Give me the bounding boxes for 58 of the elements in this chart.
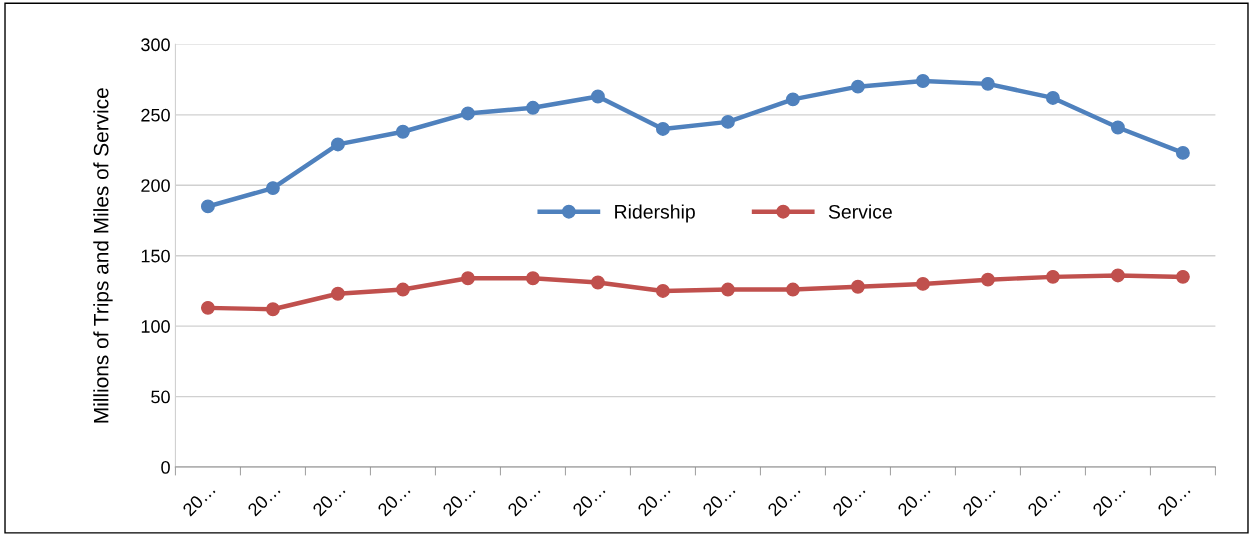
y-axis-title: Millions of Trips and Miles of Service — [93, 88, 113, 423]
point — [525, 271, 540, 286]
point — [460, 271, 475, 286]
x-tick-label: 20… — [961, 483, 996, 517]
point — [915, 276, 930, 291]
point — [785, 92, 800, 107]
point — [850, 79, 865, 94]
y-tick-label: 50 — [151, 390, 170, 404]
x-tick-label: 20… — [441, 483, 476, 517]
point — [265, 302, 280, 317]
point — [590, 275, 605, 290]
legend-label: Service — [828, 204, 892, 219]
point — [655, 121, 670, 136]
point — [525, 100, 540, 115]
point — [395, 282, 410, 297]
x-tick-label: 20… — [311, 483, 346, 517]
x-tick-label: 20… — [506, 483, 541, 517]
point — [1175, 269, 1190, 284]
point — [200, 199, 215, 214]
point — [1045, 269, 1060, 284]
point — [460, 106, 475, 121]
x-tick-label: 20… — [636, 483, 671, 517]
x-tick-label: 20… — [1026, 483, 1061, 517]
point — [655, 284, 670, 298]
point — [1110, 120, 1125, 135]
point — [590, 89, 605, 104]
y-tick-label: 150 — [141, 249, 170, 263]
point — [915, 74, 930, 88]
legend-label: Ridership — [615, 204, 695, 223]
point — [980, 272, 995, 287]
x-tick-label: 20… — [831, 483, 866, 517]
y-tick-label: 250 — [141, 108, 170, 122]
point — [200, 300, 215, 315]
point — [395, 124, 410, 139]
point — [850, 279, 865, 294]
x-tick-label: 20… — [1156, 483, 1191, 517]
x-tick-label: 20… — [1091, 483, 1126, 517]
point — [720, 114, 735, 129]
y-tick-label: 100 — [141, 320, 170, 333]
y-tick-label: 300 — [141, 38, 170, 52]
point — [265, 181, 280, 196]
point — [1045, 90, 1060, 105]
point — [785, 282, 800, 297]
point — [1175, 145, 1190, 160]
x-tick-label: 20… — [766, 483, 801, 517]
y-tick-label: 0 — [161, 460, 170, 474]
x-tick-label: 20… — [701, 483, 736, 517]
y-tick-label: 200 — [141, 179, 170, 193]
point — [980, 76, 995, 91]
x-tick-label: 20… — [571, 483, 606, 517]
x-tick-label: 20… — [376, 483, 411, 517]
point — [330, 286, 345, 301]
x-tick-label: 20… — [181, 483, 216, 517]
point — [720, 282, 735, 297]
point — [1110, 268, 1125, 283]
x-tick-label: 20… — [246, 483, 281, 517]
point — [330, 137, 345, 152]
x-tick-label: 20… — [896, 483, 931, 517]
